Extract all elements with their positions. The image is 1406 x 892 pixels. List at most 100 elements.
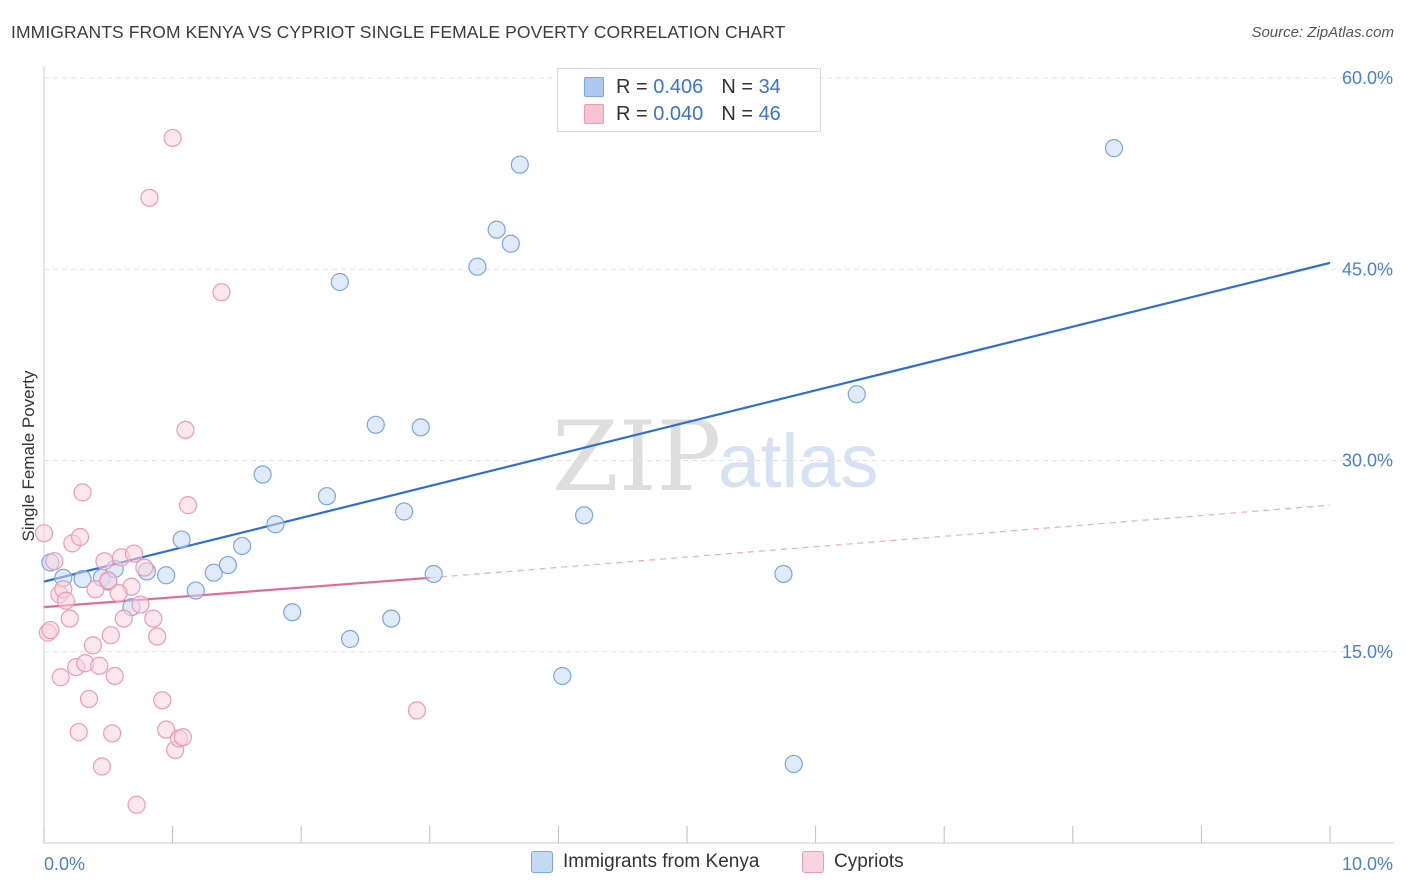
y-tick-label: 60.0% bbox=[1342, 68, 1393, 88]
data-point-cypriots bbox=[73, 483, 92, 502]
data-point-cypriots bbox=[60, 609, 79, 628]
watermark-atlas-text: atlas bbox=[718, 419, 879, 504]
legend-item-cypriots[interactable]: Cypriots bbox=[802, 851, 904, 873]
legend-n-value: 46 bbox=[758, 102, 781, 125]
data-point-kenya bbox=[266, 515, 285, 534]
data-point-cypriots bbox=[45, 552, 64, 571]
data-point-kenya bbox=[468, 257, 487, 276]
data-point-cypriots bbox=[83, 636, 102, 655]
data-point-cypriots bbox=[127, 795, 146, 814]
data-point-cypriots bbox=[92, 757, 111, 776]
legend-swatch-kenya bbox=[584, 77, 604, 97]
legend-label-kenya: Immigrants from Kenya bbox=[563, 851, 760, 872]
data-point-cypriots bbox=[135, 558, 154, 577]
data-point-kenya bbox=[1104, 139, 1124, 158]
data-point-cypriots bbox=[173, 728, 192, 747]
tick-labels: 15.0% 30.0% 45.0% 60.0% 0.0% 10.0% bbox=[44, 68, 1393, 874]
watermark: ZIP atlas bbox=[552, 401, 879, 513]
data-point-cypriots bbox=[124, 544, 144, 563]
data-point-cypriots bbox=[148, 627, 167, 646]
data-point-kenya bbox=[366, 415, 385, 434]
data-point-kenya bbox=[317, 487, 337, 506]
y-axis-label: Single Female Poverty bbox=[19, 370, 38, 542]
data-point-kenya bbox=[253, 465, 272, 484]
data-point-cypriots bbox=[157, 720, 176, 739]
data-point-kenya bbox=[424, 564, 443, 584]
series-legend: Immigrants from Kenya Cypriots bbox=[0, 851, 1406, 879]
data-point-cypriots bbox=[101, 626, 120, 645]
data-point-cypriots bbox=[56, 591, 75, 610]
data-point-kenya bbox=[340, 629, 360, 649]
legend-n-value: 34 bbox=[758, 75, 781, 98]
source-credit: Source: ZipAtlas.com bbox=[1251, 24, 1394, 41]
data-point-kenya bbox=[411, 418, 430, 437]
data-point-cypriots bbox=[69, 722, 88, 742]
data-point-cypriots bbox=[41, 620, 60, 640]
data-point-cypriots bbox=[176, 420, 195, 439]
data-point-kenya bbox=[774, 564, 793, 584]
data-point-kenya bbox=[232, 536, 252, 556]
trend-line-cypriots bbox=[43, 576, 430, 609]
legend-swatch-cypriots bbox=[802, 851, 824, 873]
data-point-kenya bbox=[172, 530, 191, 549]
data-point-kenya bbox=[218, 555, 237, 575]
data-point-cypriots bbox=[131, 595, 150, 614]
data-point-cypriots bbox=[109, 583, 128, 603]
legend-label-cypriots: Cypriots bbox=[834, 851, 904, 872]
chart-title: IMMIGRANTS FROM KENYA VS CYPRIOT SINGLE … bbox=[11, 22, 786, 42]
data-point-kenya bbox=[382, 609, 401, 628]
data-point-kenya bbox=[784, 754, 803, 774]
legend-r-value: 0.406 bbox=[653, 75, 704, 98]
x-tick-label: 10.0% bbox=[1342, 854, 1393, 874]
trend-line-cypriots-extension bbox=[429, 504, 1331, 579]
data-point-cypriots bbox=[144, 609, 163, 628]
data-point-cypriots bbox=[178, 496, 198, 515]
gridlines bbox=[44, 77, 1394, 653]
watermark-zip-text: ZIP bbox=[552, 401, 721, 513]
legend-swatch-cypriots bbox=[584, 104, 604, 124]
data-point-cypriots bbox=[103, 724, 122, 743]
data-point-cypriots bbox=[51, 668, 70, 687]
legend-swatch-kenya bbox=[531, 851, 553, 873]
data-point-kenya bbox=[575, 506, 594, 525]
data-point-kenya bbox=[510, 155, 529, 174]
data-point-cypriots bbox=[34, 524, 54, 543]
data-point-cypriots bbox=[86, 580, 105, 599]
data-point-kenya bbox=[487, 220, 506, 239]
axes bbox=[43, 66, 1394, 844]
legend-n-label: N = bbox=[721, 102, 753, 125]
data-point-kenya bbox=[73, 569, 92, 589]
data-point-kenya bbox=[501, 234, 520, 253]
data-point-kenya bbox=[283, 603, 302, 622]
data-point-cypriots bbox=[114, 609, 133, 628]
data-point-cypriots bbox=[153, 691, 172, 710]
legend-row-kenya: R = 0.406 N = 34 bbox=[584, 74, 781, 100]
trend-line-kenya bbox=[43, 261, 1331, 583]
data-point-cypriots bbox=[212, 283, 231, 302]
data-point-cypriots bbox=[70, 527, 90, 547]
data-point-kenya bbox=[847, 385, 866, 404]
trend-lines bbox=[43, 261, 1331, 609]
data-point-cypriots bbox=[95, 552, 114, 571]
data-point-cypriots bbox=[163, 128, 182, 148]
legend-item-kenya[interactable]: Immigrants from Kenya bbox=[531, 851, 759, 873]
data-point-kenya bbox=[330, 272, 349, 292]
legend-r-value: 0.040 bbox=[653, 102, 704, 125]
data-point-cypriots bbox=[105, 666, 124, 686]
data-point-cypriots bbox=[79, 689, 99, 709]
data-point-kenya bbox=[553, 666, 572, 686]
y-tick-label: 45.0% bbox=[1342, 259, 1393, 279]
data-point-kenya bbox=[204, 563, 223, 582]
legend-r-label: R = bbox=[616, 75, 648, 98]
correlation-legend: R = 0.406 N = 34 R = 0.040 N = 46 bbox=[557, 68, 821, 132]
data-point-kenya bbox=[394, 502, 414, 521]
data-point-kenya bbox=[157, 566, 176, 585]
legend-n-label: N = bbox=[721, 75, 753, 98]
y-tick-label: 15.0% bbox=[1342, 642, 1393, 662]
x-tick-label: 0.0% bbox=[44, 854, 85, 874]
data-point-cypriots bbox=[90, 656, 109, 675]
data-point-cypriots bbox=[99, 571, 118, 590]
data-point-cypriots bbox=[140, 188, 159, 207]
legend-row-cypriots: R = 0.040 N = 46 bbox=[584, 101, 781, 127]
